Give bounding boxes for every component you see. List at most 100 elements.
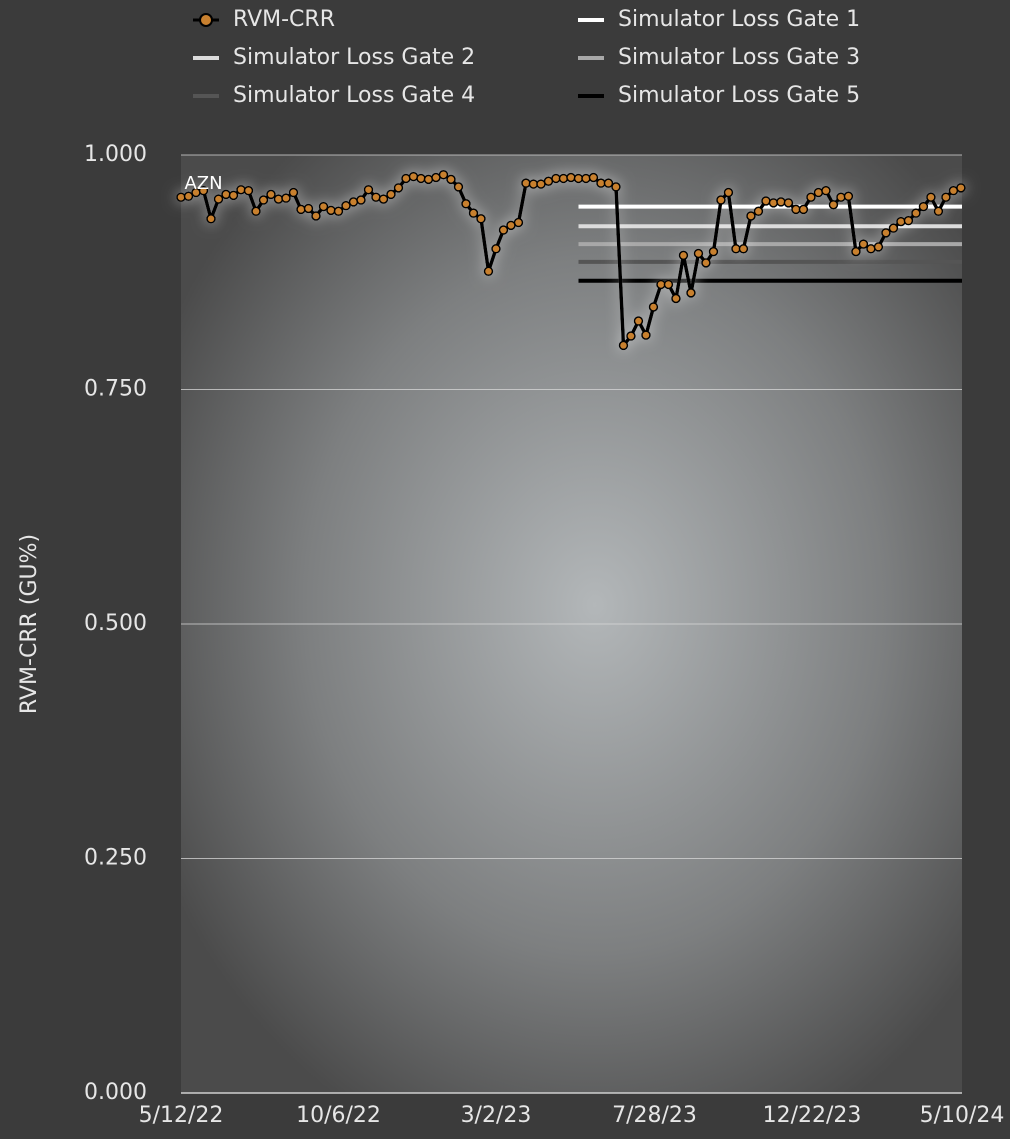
- data-point: [933, 206, 944, 217]
- data-point: [693, 248, 704, 259]
- data-point: [836, 192, 846, 202]
- data-point: [941, 192, 951, 202]
- x-tick-label: 5/12/22: [139, 1103, 224, 1128]
- data-point: [213, 194, 224, 204]
- data-point: [183, 191, 194, 202]
- data-point: [318, 201, 329, 212]
- data-point: [843, 191, 854, 202]
- data-point: [558, 173, 569, 184]
- series-group: [176, 169, 966, 351]
- x-tick-label: 7/28/23: [612, 1103, 697, 1128]
- legend-label: Simulator Loss Gate 2: [233, 45, 475, 70]
- data-point: [926, 192, 936, 202]
- data-point: [461, 199, 471, 209]
- legend-label: Simulator Loss Gate 1: [618, 7, 860, 32]
- data-point: [828, 199, 839, 210]
- data-point: [603, 178, 614, 188]
- data-point: [806, 192, 816, 202]
- data-point: [783, 198, 794, 208]
- data-point: [371, 192, 381, 202]
- data-point: [386, 189, 396, 200]
- y-tick-label: 0.750: [84, 377, 147, 402]
- data-point: [851, 246, 861, 257]
- data-point: [513, 217, 524, 228]
- data-point: [776, 197, 786, 207]
- data-point: [813, 187, 824, 198]
- data-point: [701, 258, 711, 268]
- data-point: [266, 189, 276, 200]
- data-point: [446, 174, 456, 185]
- data-point: [858, 239, 869, 249]
- data-point: [866, 244, 876, 254]
- data-point: [221, 189, 231, 200]
- data-point: [303, 203, 314, 214]
- data-point: [956, 183, 966, 193]
- data-point: [401, 173, 411, 184]
- data-point: [566, 172, 576, 183]
- data-point: [686, 288, 696, 298]
- data-point: [483, 266, 494, 277]
- data-point: [206, 214, 216, 224]
- data-point: [716, 195, 726, 205]
- data-point: [581, 173, 591, 184]
- data-point: [671, 293, 681, 304]
- x-tick-label: 12/22/23: [763, 1103, 862, 1128]
- data-point: [326, 205, 336, 216]
- data-point: [626, 331, 636, 341]
- data-point: [408, 171, 419, 182]
- data-point: [821, 185, 831, 196]
- data-point: [881, 228, 891, 238]
- data-point: [176, 192, 186, 202]
- data-point: [228, 190, 239, 201]
- data-point: [341, 200, 351, 211]
- data-point: [333, 206, 344, 217]
- data-point: [911, 208, 921, 218]
- annotation: AZN: [184, 173, 222, 194]
- data-point: [236, 184, 246, 195]
- data-point: [453, 182, 464, 192]
- data-point: [393, 183, 404, 193]
- data-point: [258, 195, 269, 205]
- data-point: [498, 225, 509, 235]
- legend-label: Simulator Loss Gate 3: [618, 45, 860, 70]
- data-point: [611, 182, 621, 192]
- data-point: [738, 244, 749, 254]
- data-point: [588, 172, 599, 183]
- y-tick-label: 0.000: [84, 1080, 147, 1105]
- data-point: [273, 194, 284, 204]
- data-point: [761, 196, 771, 206]
- data-point: [746, 211, 756, 221]
- data-point: [438, 169, 449, 180]
- data-point: [348, 197, 359, 207]
- data-point: [678, 250, 689, 261]
- data-point: [918, 201, 929, 212]
- data-point: [618, 340, 629, 351]
- data-point: [468, 208, 479, 218]
- data-point: [243, 185, 254, 196]
- y-axis-label: RVM-CRR (GU%): [17, 534, 42, 714]
- legend-label: RVM-CRR: [233, 7, 335, 32]
- data-point: [476, 214, 486, 224]
- data-point: [768, 198, 779, 208]
- y-tick-label: 1.000: [84, 142, 147, 167]
- data-point: [663, 279, 674, 290]
- data-point: [416, 173, 426, 184]
- data-point: [423, 174, 434, 185]
- data-point: [288, 187, 299, 198]
- data-point: [753, 206, 764, 217]
- x-tick-label: 10/6/22: [296, 1103, 381, 1128]
- data-point: [521, 178, 531, 188]
- y-tick-label: 0.250: [84, 846, 147, 871]
- data-point: [356, 195, 366, 205]
- x-tick-label: 3/2/23: [461, 1103, 532, 1128]
- data-point: [641, 330, 651, 340]
- legend-label: Simulator Loss Gate 4: [233, 83, 475, 108]
- data-point: [311, 211, 321, 221]
- data-point: [648, 302, 659, 312]
- data-point: [798, 204, 809, 215]
- x-tick-label: 5/10/24: [920, 1103, 1005, 1128]
- data-point: [903, 215, 914, 226]
- y-tick-label: 0.500: [84, 611, 147, 636]
- data-point: [363, 184, 374, 195]
